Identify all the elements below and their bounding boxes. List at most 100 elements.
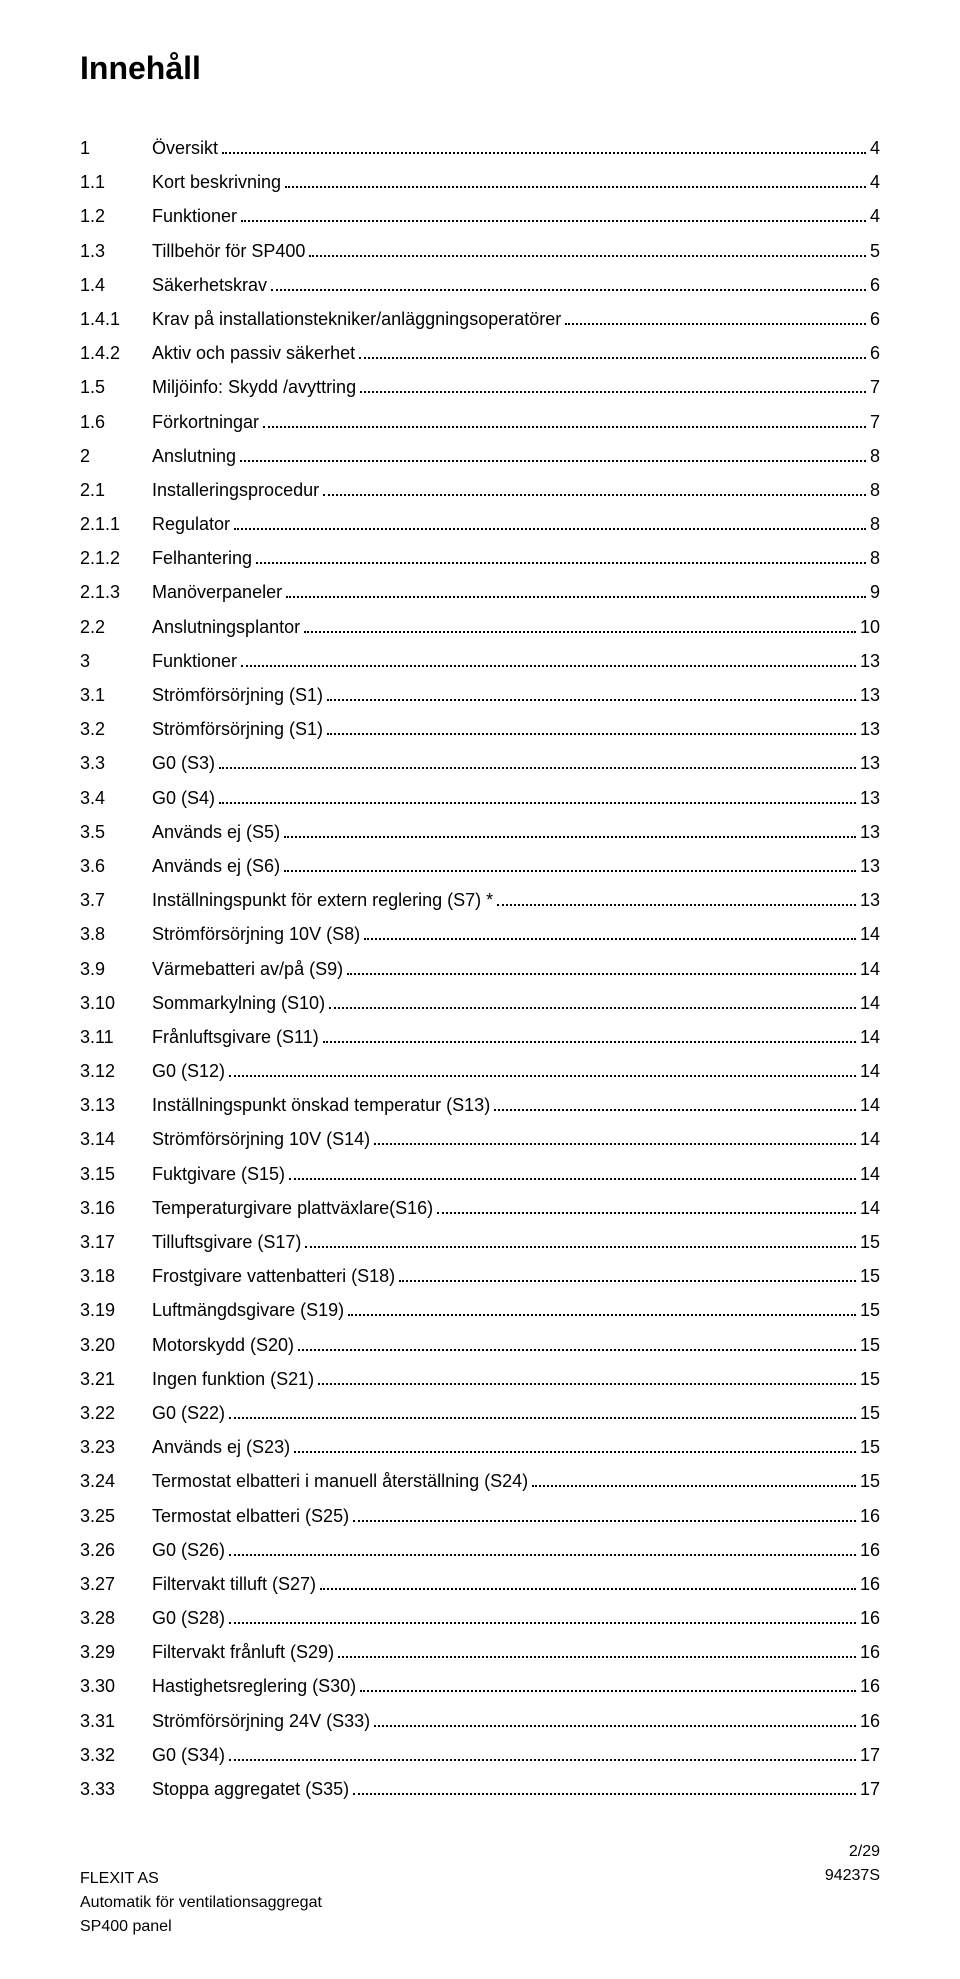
toc-row: 3.12G0 (S12)14	[80, 1054, 880, 1088]
toc-row: 1.4Säkerhetskrav6	[80, 268, 880, 302]
toc-number: 3.2	[80, 712, 152, 746]
toc-page-number: 13	[860, 678, 880, 712]
toc-number: 3.16	[80, 1191, 152, 1225]
toc-page-number: 16	[860, 1567, 880, 1601]
toc-row: 3.15Fuktgivare (S15)14	[80, 1157, 880, 1191]
toc-number: 3.3	[80, 746, 152, 780]
toc-leader	[327, 685, 856, 701]
toc-row: 3.31Strömförsörjning 24V (S33)16	[80, 1704, 880, 1738]
toc-number: 3.29	[80, 1635, 152, 1669]
toc-label: Används ej (S5)	[152, 815, 280, 849]
toc-row: 3Funktioner13	[80, 644, 880, 678]
toc-row: 3.6Används ej (S6)13	[80, 849, 880, 883]
toc-label: Filtervakt frånluft (S29)	[152, 1635, 334, 1669]
toc-leader	[353, 1505, 856, 1521]
toc-row: 3.14Strömförsörjning 10V (S14)14	[80, 1122, 880, 1156]
toc-leader	[256, 548, 866, 564]
toc-page-number: 17	[860, 1738, 880, 1772]
toc-row: 3.30Hastighetsreglering (S30)16	[80, 1669, 880, 1703]
toc-leader	[437, 1198, 856, 1214]
toc-row: 3.19Luftmängdsgivare (S19)15	[80, 1293, 880, 1327]
toc-row: 2.1.2Felhantering8	[80, 541, 880, 575]
toc-row: 3.1Strömförsörjning (S1)13	[80, 678, 880, 712]
toc-number: 1	[80, 131, 152, 165]
toc-number: 3.15	[80, 1157, 152, 1191]
toc-label: G0 (S4)	[152, 781, 215, 815]
toc-page-number: 13	[860, 746, 880, 780]
toc-label: Förkortningar	[152, 405, 259, 439]
toc-row: 3.13Inställningspunkt önskad temperatur …	[80, 1088, 880, 1122]
toc-label: Inställningspunkt önskad temperatur (S13…	[152, 1088, 490, 1122]
toc-page-number: 17	[860, 1772, 880, 1806]
table-of-contents: 1Översikt41.1Kort beskrivning41.2Funktio…	[80, 131, 880, 1806]
toc-row: 3.2Strömförsörjning (S1)13	[80, 712, 880, 746]
toc-label: Tilluftsgivare (S17)	[152, 1225, 301, 1259]
toc-leader	[294, 1437, 856, 1453]
toc-label: Värmebatteri av/på (S9)	[152, 952, 343, 986]
toc-number: 3.11	[80, 1020, 152, 1054]
toc-label: Säkerhetskrav	[152, 268, 267, 302]
toc-label: Felhantering	[152, 541, 252, 575]
toc-label: Strömförsörjning 10V (S8)	[152, 917, 360, 951]
toc-row: 3.33Stoppa aggregatet (S35)17	[80, 1772, 880, 1806]
toc-page-number: 15	[860, 1362, 880, 1396]
toc-page-number: 4	[870, 199, 880, 233]
toc-label: Motorskydd (S20)	[152, 1328, 294, 1362]
toc-number: 3.17	[80, 1225, 152, 1259]
toc-label: Strömförsörjning 10V (S14)	[152, 1122, 370, 1156]
toc-row: 3.9Värmebatteri av/på (S9)14	[80, 952, 880, 986]
page-indicator: 2/29	[80, 1843, 880, 1861]
toc-leader	[240, 446, 866, 462]
toc-leader	[374, 1129, 856, 1145]
toc-number: 3.33	[80, 1772, 152, 1806]
toc-leader	[219, 787, 856, 803]
toc-leader	[289, 1163, 856, 1179]
toc-label: G0 (S26)	[152, 1533, 225, 1567]
toc-row: 1Översikt4	[80, 131, 880, 165]
toc-row: 3.29Filtervakt frånluft (S29)16	[80, 1635, 880, 1669]
toc-leader	[229, 1403, 856, 1419]
toc-leader	[494, 1095, 856, 1111]
toc-number: 2	[80, 439, 152, 473]
toc-page-number: 14	[860, 1122, 880, 1156]
toc-leader	[329, 993, 856, 1009]
toc-page-number: 16	[860, 1704, 880, 1738]
toc-page-number: 7	[870, 405, 880, 439]
toc-label: Frånluftsgivare (S11)	[152, 1020, 319, 1054]
toc-page-number: 9	[870, 575, 880, 609]
toc-leader	[318, 1369, 856, 1385]
toc-leader	[360, 1676, 856, 1692]
toc-row: 3.23Används ej (S23)15	[80, 1430, 880, 1464]
toc-row: 3.16Temperaturgivare plattväxlare(S16)14	[80, 1191, 880, 1225]
toc-label: Tillbehör för SP400	[152, 234, 305, 268]
toc-page-number: 8	[870, 439, 880, 473]
toc-leader	[229, 1540, 856, 1556]
toc-leader	[309, 240, 866, 256]
toc-row: 3.3G0 (S3)13	[80, 746, 880, 780]
toc-page-number: 16	[860, 1601, 880, 1635]
toc-number: 3.13	[80, 1088, 152, 1122]
document-page: Innehåll 1Översikt41.1Kort beskrivning41…	[0, 0, 960, 1979]
toc-leader	[284, 856, 856, 872]
toc-label: Anslutning	[152, 439, 236, 473]
toc-page-number: 13	[860, 781, 880, 815]
toc-number: 2.1.2	[80, 541, 152, 575]
toc-page-number: 13	[860, 883, 880, 917]
toc-number: 3.9	[80, 952, 152, 986]
toc-page-number: 16	[860, 1669, 880, 1703]
toc-number: 1.5	[80, 370, 152, 404]
toc-page-number: 14	[860, 1020, 880, 1054]
toc-number: 1.1	[80, 165, 152, 199]
toc-label: Krav på installationstekniker/anläggning…	[152, 302, 561, 336]
toc-leader	[229, 1608, 856, 1624]
toc-row: 3.24Termostat elbatteri i manuell återst…	[80, 1464, 880, 1498]
toc-page-number: 8	[870, 473, 880, 507]
toc-leader	[348, 1300, 856, 1316]
toc-number: 3.28	[80, 1601, 152, 1635]
toc-leader	[338, 1642, 856, 1658]
footer-code: 94237S	[825, 1867, 880, 1885]
toc-row: 2.1.1Regulator8	[80, 507, 880, 541]
toc-label: Aktiv och passiv säkerhet	[152, 336, 355, 370]
toc-label: Funktioner	[152, 199, 237, 233]
toc-page-number: 15	[860, 1328, 880, 1362]
